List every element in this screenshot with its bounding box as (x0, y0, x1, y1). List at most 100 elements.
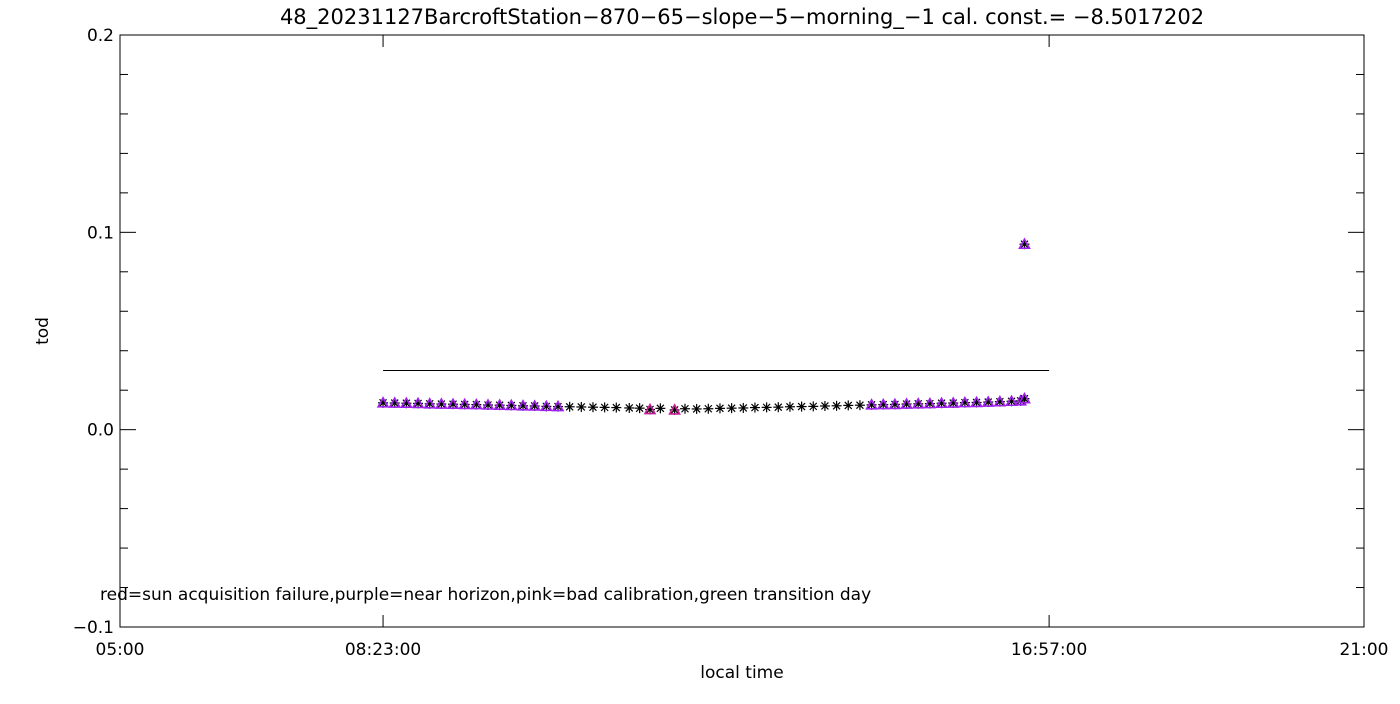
data-point (481, 398, 495, 410)
near-horizon-marker (493, 398, 507, 410)
asterisk-marker (821, 402, 829, 410)
asterisk-marker (809, 402, 818, 411)
near-horizon-marker (970, 395, 983, 408)
data-point (539, 399, 553, 412)
near-horizon-marker (376, 396, 390, 408)
asterisk-marker (739, 404, 748, 412)
asterisk-marker (716, 404, 724, 413)
asterisk-marker (844, 401, 853, 410)
y-axis-label: tod (33, 317, 53, 345)
asterisk-marker (625, 404, 634, 412)
asterisk-marker (704, 404, 713, 413)
data-point (611, 402, 622, 413)
asterisk-marker (855, 401, 864, 410)
near-horizon-marker (946, 396, 960, 408)
data-point (970, 395, 983, 408)
data-point (446, 397, 460, 410)
data-point (714, 403, 725, 414)
asterisk-marker (565, 402, 574, 411)
asterisk-marker (762, 403, 771, 412)
data-point (935, 396, 948, 409)
asterisk-marker (751, 403, 759, 412)
y-tick-label: 0.0 (87, 421, 114, 441)
data-point (911, 397, 925, 409)
data-point (796, 401, 807, 412)
data-point (854, 400, 865, 411)
near-horizon-marker (435, 397, 448, 409)
data-point (376, 396, 390, 408)
data-point (981, 395, 995, 408)
data-point (808, 401, 819, 412)
data-point (900, 397, 913, 410)
data-point (738, 402, 749, 413)
asterisk-marker (635, 404, 644, 413)
asterisk-marker (577, 403, 586, 411)
near-horizon-marker (935, 396, 948, 409)
near-horizon-marker (888, 397, 902, 410)
near-horizon-marker (876, 397, 890, 410)
y-tick-label: 0.1 (87, 223, 114, 243)
data-point (624, 402, 635, 413)
asterisk-marker (600, 403, 609, 412)
near-horizon-marker (458, 397, 472, 410)
data-point (587, 402, 598, 413)
data-point (1005, 394, 1018, 407)
chart-title: 48_20231127BarcroftStation−870−65−slope−… (280, 5, 1204, 30)
data-point (1018, 237, 1031, 250)
data-point (423, 397, 437, 409)
data-point (634, 403, 645, 414)
y-tick-label: 0.2 (87, 26, 114, 46)
data-point (388, 396, 402, 409)
near-horizon-marker (923, 396, 937, 409)
data-point (458, 397, 472, 410)
near-horizon-marker (411, 396, 425, 409)
near-horizon-marker (1018, 392, 1031, 404)
data-point (865, 398, 878, 410)
data-point (504, 398, 518, 411)
data-point (679, 403, 690, 414)
near-horizon-marker (1005, 394, 1018, 407)
near-horizon-marker (516, 399, 530, 411)
data-point (773, 402, 784, 413)
data-point (703, 403, 714, 414)
near-horizon-marker (900, 397, 913, 409)
data-point (946, 396, 960, 409)
data-point (691, 403, 702, 414)
asterisk-marker (786, 402, 794, 411)
data-point (1018, 392, 1031, 404)
near-horizon-marker (388, 396, 402, 408)
bad-calibration-marker (668, 403, 681, 415)
data-point (400, 396, 413, 409)
asterisk-marker (774, 403, 783, 412)
near-horizon-marker (446, 397, 460, 410)
data-point (993, 394, 1007, 407)
legend-annotation: red=sun acquisition failure,purple=near … (100, 585, 871, 605)
x-axis-label: local time (700, 663, 783, 683)
y-tick-label: −0.1 (73, 618, 114, 638)
asterisk-marker (681, 404, 689, 413)
data-point (819, 400, 830, 411)
data-point (726, 403, 737, 414)
near-horizon-marker (911, 397, 925, 409)
data-point (888, 397, 902, 410)
data-point (761, 402, 772, 413)
data-point (784, 401, 795, 412)
near-horizon-marker (504, 398, 518, 411)
data-point (831, 400, 842, 411)
near-horizon-marker (865, 398, 878, 410)
asterisk-marker (612, 403, 621, 412)
near-horizon-marker (981, 395, 995, 407)
plot-frame (119, 34, 1365, 628)
data-point (876, 397, 890, 410)
near-horizon-marker (958, 395, 972, 408)
near-horizon-marker (400, 396, 413, 409)
near-horizon-marker (423, 397, 437, 409)
near-horizon-marker (993, 394, 1007, 407)
data-point (749, 402, 760, 413)
data-point (469, 397, 483, 410)
data-point (923, 396, 937, 409)
data-point (493, 398, 507, 411)
x-tick-label: 16:57:00 (1011, 640, 1087, 660)
data-point (668, 403, 681, 415)
